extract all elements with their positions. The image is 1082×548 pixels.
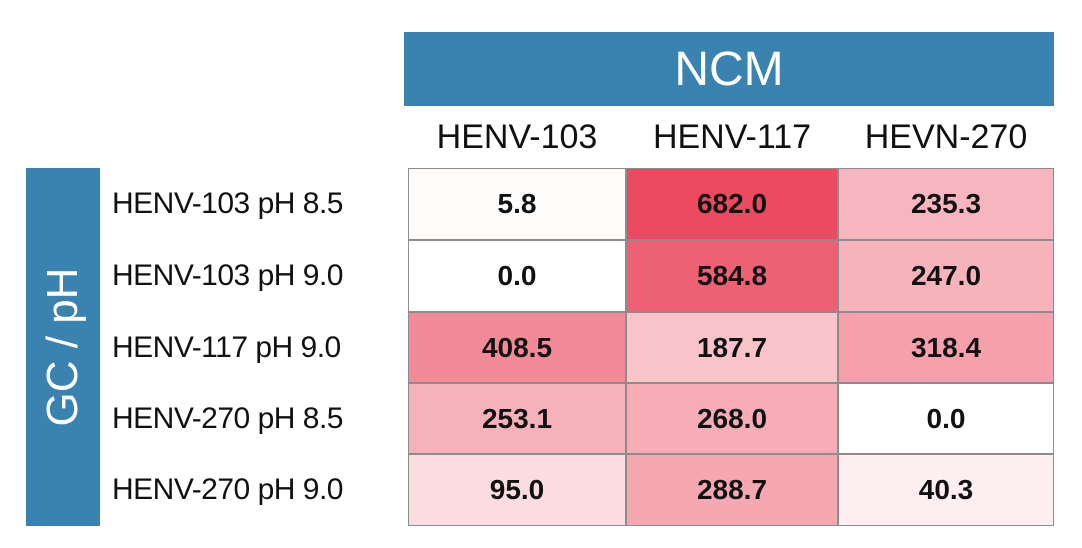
row-group-banner: GC / pH — [26, 168, 100, 526]
heatmap-grid: 5.8 682.0 235.3 0.0 584.8 247.0 408.5 187.7 318.… — [408, 168, 1054, 526]
heatmap-cell: 40.3 — [838, 454, 1054, 526]
heatmap-cell: 288.7 — [626, 454, 838, 526]
heatmap-cell: 318.4 — [838, 312, 1054, 383]
column-header: HENV-103 — [436, 117, 598, 156]
heatmap-cell: 187.7 — [626, 312, 838, 383]
column-group-label: NCM — [674, 42, 784, 96]
heatmap-cell: 5.8 — [408, 168, 626, 240]
heatmap-cell: 253.1 — [408, 383, 626, 454]
heatmap-cell: 268.0 — [626, 383, 838, 454]
heatmap-cell: 682.0 — [626, 168, 838, 240]
heatmap-cell: 95.0 — [408, 454, 626, 526]
row-group-label: GC / pH — [38, 267, 87, 427]
row-header: HENV-270 pH 8.5 — [112, 401, 343, 435]
column-group-banner: NCM — [404, 32, 1054, 106]
heatmap-cell: 408.5 — [408, 312, 626, 383]
row-header: HENV-103 pH 9.0 — [112, 259, 343, 292]
heatmap-cell: 584.8 — [626, 240, 838, 312]
heatmap-cell: 235.3 — [838, 168, 1054, 240]
column-header: HENV-117 — [652, 117, 812, 156]
heatmap-cell: 0.0 — [408, 240, 626, 312]
heatmap-cell: 247.0 — [838, 240, 1054, 312]
row-header: HENV-270 pH 9.0 — [112, 473, 343, 506]
row-header: HENV-117 pH 9.0 — [112, 330, 341, 364]
heatmap-cell: 0.0 — [838, 383, 1054, 454]
column-header: HEVN-270 — [864, 117, 1028, 156]
row-header: HENV-103 pH 8.5 — [112, 187, 343, 220]
